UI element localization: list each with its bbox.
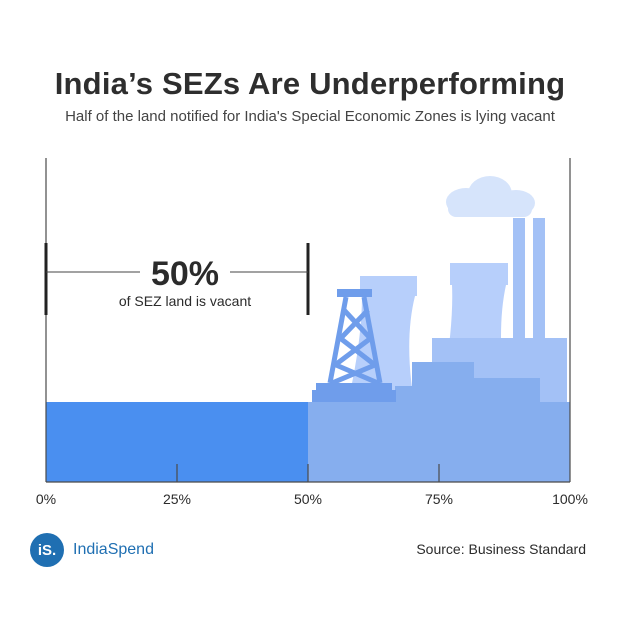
annotation-value: 50% [151,255,219,293]
x-tick-label: 100% [552,491,588,507]
x-tick-label: 50% [294,491,322,507]
chart-title: India’s SEZs Are Underperforming [54,66,566,101]
x-tick-label: 75% [425,491,453,507]
indiaspend-logo: iS. IndiaSpend [30,533,154,567]
chart-subtitle: Half of the land notified for India's Sp… [65,108,555,125]
x-tick-label: 0% [36,491,56,507]
chimney-icon [513,218,545,348]
cloud-icon [446,176,535,217]
factory-illustration [312,176,567,402]
vacant-annotation: 50% of SEZ land is vacant [44,243,310,315]
oil-rig-icon [312,289,396,402]
source-note: Source: Business Standard [416,541,586,557]
bar-group [46,402,570,482]
logo-text: IndiaSpend [73,541,154,558]
factory-building-icon [395,338,567,402]
logo-badge-icon: iS. [30,533,64,567]
x-tick-label: 25% [163,491,191,507]
annotation-text: of SEZ land is vacant [119,293,251,309]
x-axis: 0% 25% 50% 75% 100% [36,464,588,507]
